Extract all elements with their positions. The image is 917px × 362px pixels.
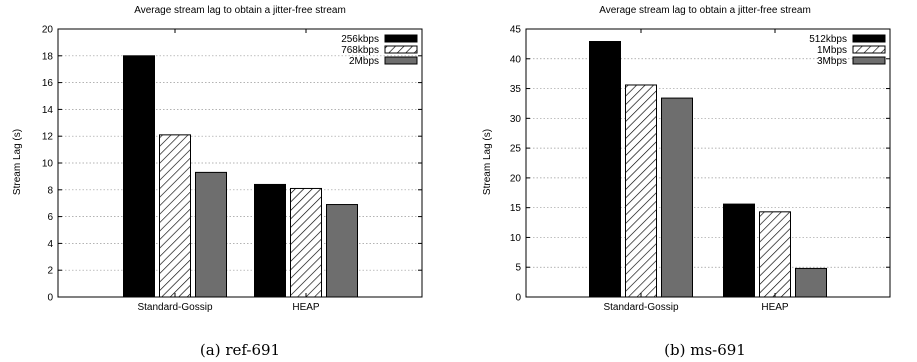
bar-512kbps-Standard-Gossip <box>589 41 621 298</box>
y-tick-label: 14 <box>42 105 54 116</box>
legend-swatch-3Mbps <box>852 56 886 65</box>
y-tick-label: 2 <box>47 266 53 277</box>
y-tick-label: 20 <box>42 25 54 36</box>
legend-label: 2Mbps <box>349 56 379 67</box>
grid-lines <box>58 55 422 271</box>
figure-caption: (a) ref-691 <box>200 341 280 359</box>
chart-panel-ref-691: Average stream lag to obtain a jitter-fr… <box>12 5 423 359</box>
bar-2Mbps-Standard-Gossip <box>195 171 227 298</box>
chart-panel-ms-691: Average stream lag to obtain a jitter-fr… <box>482 5 891 359</box>
y-tick-label: 4 <box>47 239 53 250</box>
y-tick-label: 6 <box>47 212 53 223</box>
y-tick-label: 35 <box>510 84 522 95</box>
x-tick-label: Standard-Gossip <box>137 302 212 313</box>
y-tick-label: 8 <box>47 185 53 196</box>
x-ticks: Standard-Gossip HEAP <box>137 29 320 313</box>
x-tick-label: HEAP <box>761 302 789 313</box>
y-tick-label: 12 <box>42 132 54 143</box>
bar-768kbps-Standard-Gossip <box>159 134 191 298</box>
y-tick-label: 30 <box>510 114 522 125</box>
bar-3Mbps-Standard-Gossip <box>661 97 693 298</box>
bar-1Mbps-HEAP <box>759 211 791 298</box>
y-tick-label: 40 <box>510 54 522 65</box>
legend-swatch-768kbps <box>384 45 418 54</box>
legend-label: 1Mbps <box>817 45 847 56</box>
y-tick-label: 16 <box>42 78 54 89</box>
y-tick-label: 10 <box>42 159 54 170</box>
bar-256kbps-HEAP <box>254 183 286 298</box>
legend-swatch-512kbps <box>852 34 886 43</box>
legend-label: 512kbps <box>809 34 847 45</box>
chart-title: Average stream lag to obtain a jitter-fr… <box>134 5 346 16</box>
y-tick-label: 0 <box>47 293 53 304</box>
y-tick-label: 0 <box>515 293 521 304</box>
y-ticks: 0 5 10 15 20 25 30 35 40 45 <box>510 25 890 304</box>
bar-2Mbps-HEAP <box>326 204 358 298</box>
bar-256kbps-Standard-Gossip <box>123 55 155 298</box>
bar-768kbps-HEAP <box>290 187 322 298</box>
legend-label: 256kbps <box>341 34 379 45</box>
y-tick-label: 5 <box>515 263 521 274</box>
y-axis-label: Stream Lag (s) <box>482 129 493 195</box>
plot-frame <box>57 28 423 298</box>
y-ticks: 0 2 4 6 8 10 12 14 16 18 20 <box>42 25 422 304</box>
y-tick-label: 25 <box>510 144 522 155</box>
x-tick-label: HEAP <box>292 302 320 313</box>
y-tick-label: 18 <box>42 51 54 62</box>
bars <box>589 41 827 298</box>
y-tick-label: 10 <box>510 233 522 244</box>
chart-title: Average stream lag to obtain a jitter-fr… <box>599 5 811 16</box>
grid-lines <box>526 58 890 268</box>
y-tick-label: 20 <box>510 173 522 184</box>
bar-512kbps-HEAP <box>723 203 755 298</box>
y-tick-label: 15 <box>510 203 522 214</box>
bar-1Mbps-Standard-Gossip <box>625 84 657 298</box>
legend-label: 768kbps <box>341 45 379 56</box>
legend-swatch-1Mbps <box>852 45 886 54</box>
x-ticks: Standard-Gossip HEAP <box>603 29 789 313</box>
x-tick-label: Standard-Gossip <box>603 302 678 313</box>
legend-label: 3Mbps <box>817 56 847 67</box>
y-tick-label: 45 <box>510 25 522 36</box>
y-axis-label: Stream Lag (s) <box>12 129 23 195</box>
plot-frame <box>525 28 891 298</box>
bars <box>123 55 358 298</box>
figure-caption: (b) ms-691 <box>664 341 746 359</box>
bar-3Mbps-HEAP <box>795 267 827 298</box>
legend-swatch-2Mbps <box>384 56 418 65</box>
legend-swatch-256kbps <box>384 34 418 43</box>
